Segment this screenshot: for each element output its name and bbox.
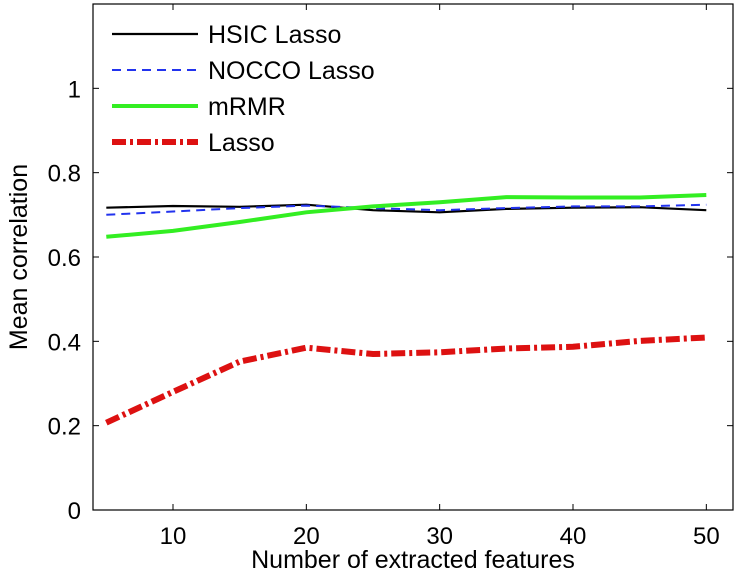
legend-label-lasso: Lasso xyxy=(208,129,275,157)
y-tick-label: 0.8 xyxy=(48,161,81,188)
y-axis-title: Mean correlation xyxy=(5,164,33,350)
x-axis: 10 20 30 40 50 xyxy=(160,4,720,550)
x-axis-title: Number of extracted features xyxy=(251,546,575,574)
x-tick-label: 40 xyxy=(560,523,587,550)
y-axis: 0 0.2 0.4 0.6 0.8 1 xyxy=(48,76,733,525)
legend-label-mrmr: mRMR xyxy=(208,93,286,121)
y-tick-label: 1 xyxy=(68,76,81,103)
axes-box xyxy=(92,3,734,511)
x-tick-label: 10 xyxy=(160,523,187,550)
x-tick-label: 50 xyxy=(693,523,720,550)
legend-label-hsic-lasso: HSIC Lasso xyxy=(208,21,341,49)
x-tick-label: 30 xyxy=(426,523,453,550)
plot-area xyxy=(92,3,734,511)
y-tick-label: 0.2 xyxy=(48,414,81,441)
series-layer xyxy=(105,193,707,426)
y-tick-label: 0 xyxy=(68,498,81,525)
x-tick-label: 20 xyxy=(293,523,320,550)
series-line-lasso xyxy=(105,334,707,426)
series-line-mrmr xyxy=(106,193,707,239)
y-tick-label: 0.6 xyxy=(48,245,81,272)
series-line-nocco-lasso xyxy=(106,203,707,216)
y-tick-label: 0.4 xyxy=(48,329,81,356)
legend-label-nocco-lasso: NOCCO Lasso xyxy=(208,57,375,85)
series-line-hsic-lasso xyxy=(106,203,707,214)
legend: HSIC Lasso NOCCO Lasso mRMR Lasso xyxy=(112,21,375,157)
